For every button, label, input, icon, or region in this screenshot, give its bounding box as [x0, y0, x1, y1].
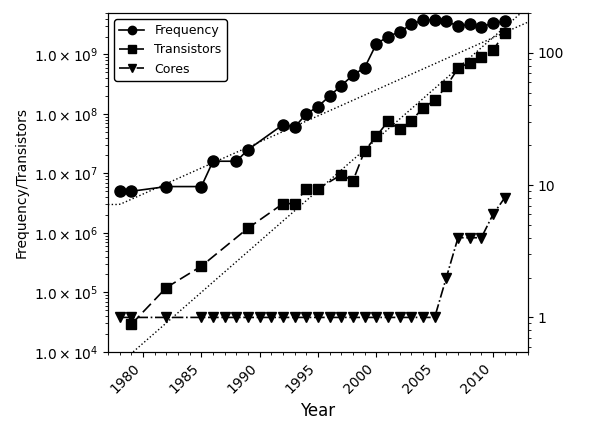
Cores — [198, 315, 205, 320]
Transistors — [349, 178, 356, 183]
Cores — [244, 315, 251, 320]
Frequency — [373, 41, 380, 46]
Cores — [478, 235, 485, 240]
Cores — [256, 315, 263, 320]
Transistors — [314, 186, 322, 191]
Frequency — [478, 24, 485, 29]
Transistors — [128, 322, 135, 327]
Cores — [280, 315, 287, 320]
Frequency — [163, 184, 170, 189]
Transistors — [291, 201, 298, 206]
Frequency — [233, 159, 240, 164]
Frequency — [209, 159, 217, 164]
Cores — [466, 235, 473, 240]
Frequency — [314, 104, 322, 109]
Transistors — [443, 84, 450, 89]
Frequency — [338, 83, 345, 88]
Frequency — [244, 147, 251, 152]
Cores — [373, 315, 380, 320]
Line: Frequency: Frequency — [114, 15, 510, 197]
Cores — [419, 315, 427, 320]
Transistors — [478, 54, 485, 60]
Frequency — [454, 24, 461, 29]
Frequency — [326, 94, 333, 99]
Y-axis label: Frequency/Transistors: Frequency/Transistors — [14, 107, 28, 258]
Cores — [396, 315, 403, 320]
Transistors — [466, 60, 473, 65]
Transistors — [490, 48, 497, 53]
Transistors — [431, 98, 438, 103]
Frequency — [443, 19, 450, 24]
Frequency — [303, 112, 310, 117]
Cores — [116, 315, 123, 320]
Transistors — [396, 127, 403, 132]
Frequency — [490, 21, 497, 26]
Frequency — [116, 189, 123, 194]
Cores — [128, 315, 135, 320]
Cores — [431, 315, 438, 320]
Frequency — [128, 189, 135, 194]
Cores — [303, 315, 310, 320]
Line: Cores: Cores — [115, 193, 509, 322]
Legend: Frequency, Transistors, Cores: Frequency, Transistors, Cores — [114, 19, 227, 81]
Frequency — [419, 18, 427, 23]
Transistors — [338, 172, 345, 177]
Cores — [443, 275, 450, 280]
Transistors — [244, 226, 251, 231]
Transistors — [361, 148, 368, 153]
Cores — [338, 315, 345, 320]
Cores — [163, 315, 170, 320]
Frequency — [361, 65, 368, 70]
Cores — [385, 315, 392, 320]
Frequency — [198, 184, 205, 189]
Transistors — [373, 134, 380, 139]
Transistors — [303, 186, 310, 191]
Transistors — [408, 118, 415, 123]
Frequency — [431, 18, 438, 23]
Cores — [268, 315, 275, 320]
Cores — [454, 235, 461, 240]
Cores — [490, 212, 497, 217]
Transistors — [419, 106, 427, 111]
Frequency — [408, 22, 415, 27]
Cores — [314, 315, 322, 320]
Cores — [349, 315, 356, 320]
Cores — [408, 315, 415, 320]
Cores — [291, 315, 298, 320]
Transistors — [454, 66, 461, 71]
Transistors — [385, 119, 392, 124]
Frequency — [280, 122, 287, 127]
Line: Transistors: Transistors — [127, 28, 509, 329]
Frequency — [396, 29, 403, 34]
Frequency — [466, 22, 473, 27]
Cores — [209, 315, 217, 320]
Transistors — [163, 285, 170, 290]
Cores — [326, 315, 333, 320]
Frequency — [501, 19, 508, 24]
Cores — [361, 315, 368, 320]
Cores — [233, 315, 240, 320]
Transistors — [198, 263, 205, 269]
Cores — [221, 315, 228, 320]
Transistors — [501, 30, 508, 36]
Frequency — [291, 124, 298, 130]
Cores — [501, 195, 508, 200]
Frequency — [385, 34, 392, 39]
Transistors — [280, 201, 287, 206]
Frequency — [349, 73, 356, 78]
X-axis label: Year: Year — [301, 402, 335, 420]
